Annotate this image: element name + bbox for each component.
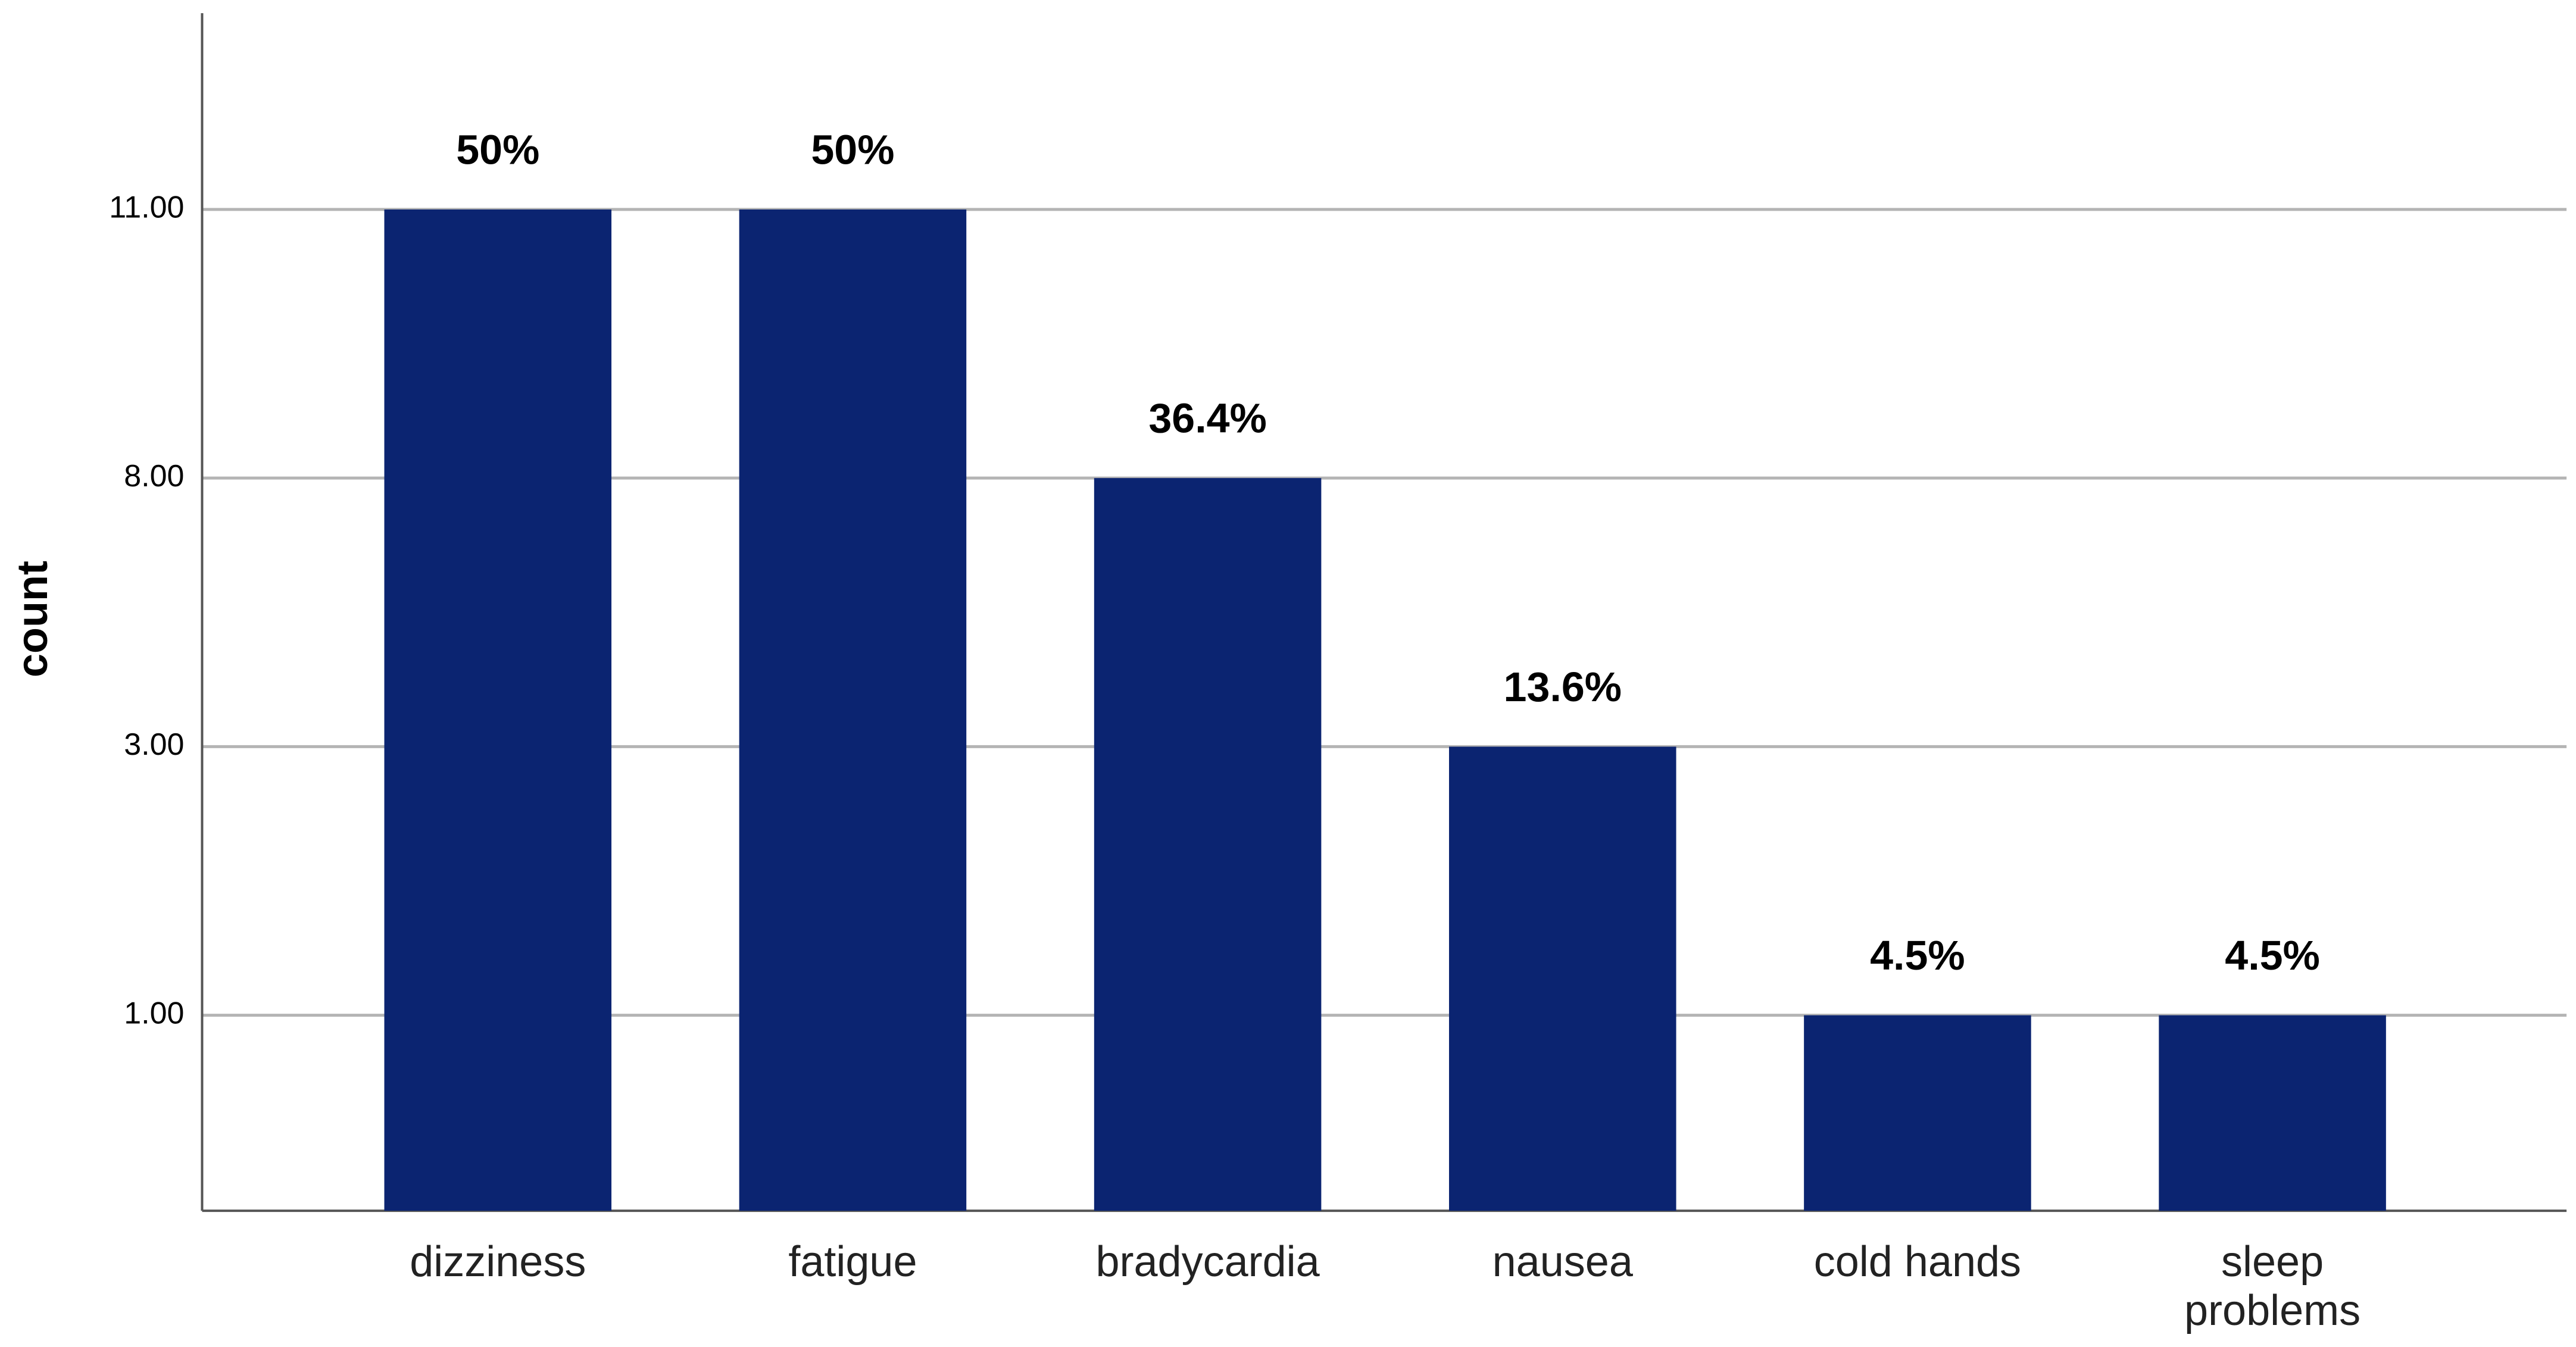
x-tick-label: fatigue <box>788 1238 917 1286</box>
bar <box>1094 478 1322 1211</box>
bar <box>1448 746 1676 1211</box>
bar <box>739 209 967 1211</box>
y-tick-label: 8.00 <box>124 459 184 493</box>
bar <box>2159 1015 2386 1211</box>
bar <box>1804 1015 2031 1211</box>
x-tick-label: sleep problems <box>2184 1238 2361 1335</box>
y-tick-label: 11.00 <box>109 190 184 225</box>
y-tick-label: 3.00 <box>124 727 184 762</box>
x-tick-label: bradycardia <box>1095 1238 1320 1286</box>
x-tick-label: nausea <box>1492 1238 1633 1286</box>
y-tick-label: 1.00 <box>124 996 184 1030</box>
data-label: 13.6% <box>1504 664 1622 710</box>
data-label: 50% <box>811 126 894 173</box>
y-axis-label: count <box>9 561 57 677</box>
data-label: 50% <box>456 126 539 173</box>
bar <box>384 209 612 1211</box>
data-label: 4.5% <box>2225 932 2320 979</box>
data-label: 36.4% <box>1148 395 1266 442</box>
x-tick-label: dizziness <box>410 1238 586 1286</box>
x-tick-label: cold hands <box>1813 1238 2022 1286</box>
data-label: 4.5% <box>1870 932 1965 979</box>
